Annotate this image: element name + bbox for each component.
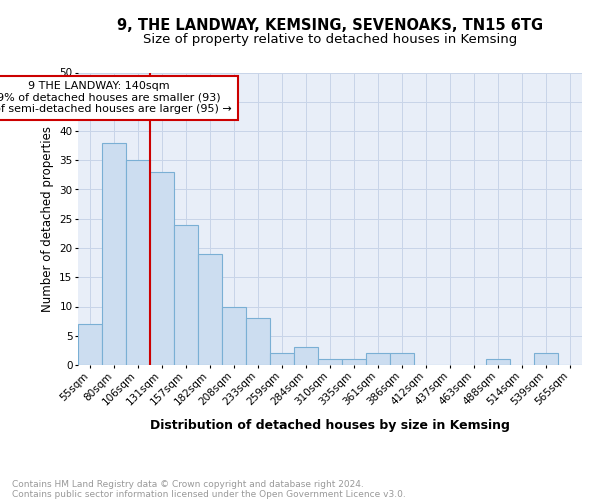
Y-axis label: Number of detached properties: Number of detached properties: [41, 126, 53, 312]
Bar: [486, 359, 510, 365]
Bar: [126, 160, 150, 365]
Bar: [294, 348, 318, 365]
Bar: [174, 224, 198, 365]
Bar: [390, 354, 414, 365]
Bar: [534, 354, 558, 365]
Bar: [366, 354, 390, 365]
Text: 9 THE LANDWAY: 140sqm
← 49% of detached houses are smaller (93)
51% of semi-deta: 9 THE LANDWAY: 140sqm ← 49% of detached …: [0, 82, 232, 114]
X-axis label: Distribution of detached houses by size in Kemsing: Distribution of detached houses by size …: [150, 418, 510, 432]
Bar: [342, 359, 366, 365]
Bar: [318, 359, 342, 365]
Bar: [270, 354, 294, 365]
Bar: [222, 306, 246, 365]
Bar: [246, 318, 270, 365]
Text: Contains HM Land Registry data © Crown copyright and database right 2024.
Contai: Contains HM Land Registry data © Crown c…: [12, 480, 406, 500]
Text: Size of property relative to detached houses in Kemsing: Size of property relative to detached ho…: [143, 32, 517, 46]
Bar: [150, 172, 174, 365]
Bar: [198, 254, 222, 365]
Bar: [102, 142, 126, 365]
Bar: [78, 324, 102, 365]
Text: 9, THE LANDWAY, KEMSING, SEVENOAKS, TN15 6TG: 9, THE LANDWAY, KEMSING, SEVENOAKS, TN15…: [117, 18, 543, 32]
